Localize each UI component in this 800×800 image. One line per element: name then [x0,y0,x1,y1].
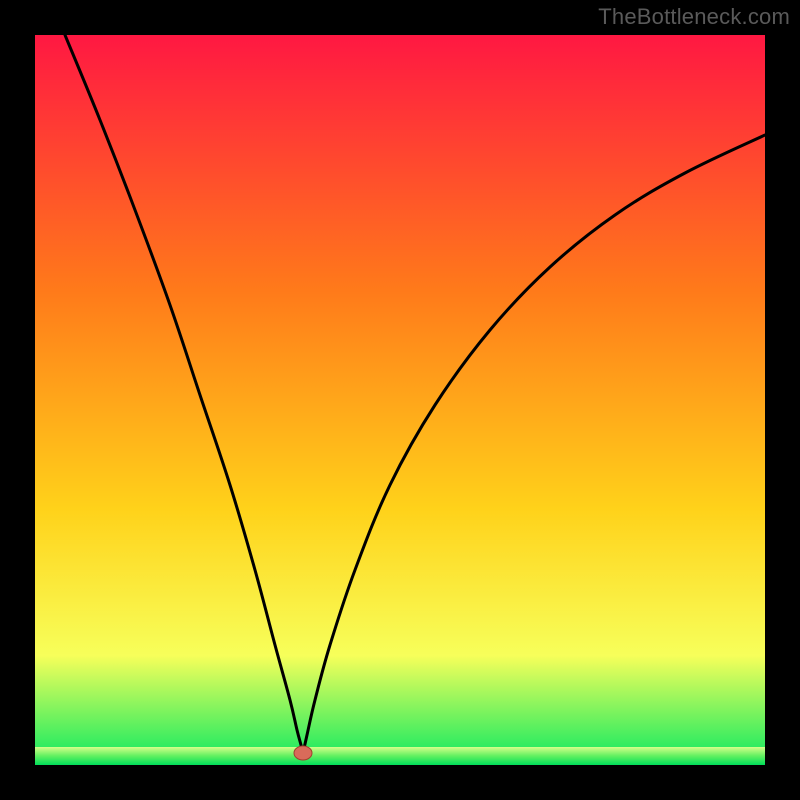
watermark-text: TheBottleneck.com [598,4,790,30]
green-band [35,747,765,765]
plot-area [35,35,765,765]
bottleneck-curve [35,35,765,765]
